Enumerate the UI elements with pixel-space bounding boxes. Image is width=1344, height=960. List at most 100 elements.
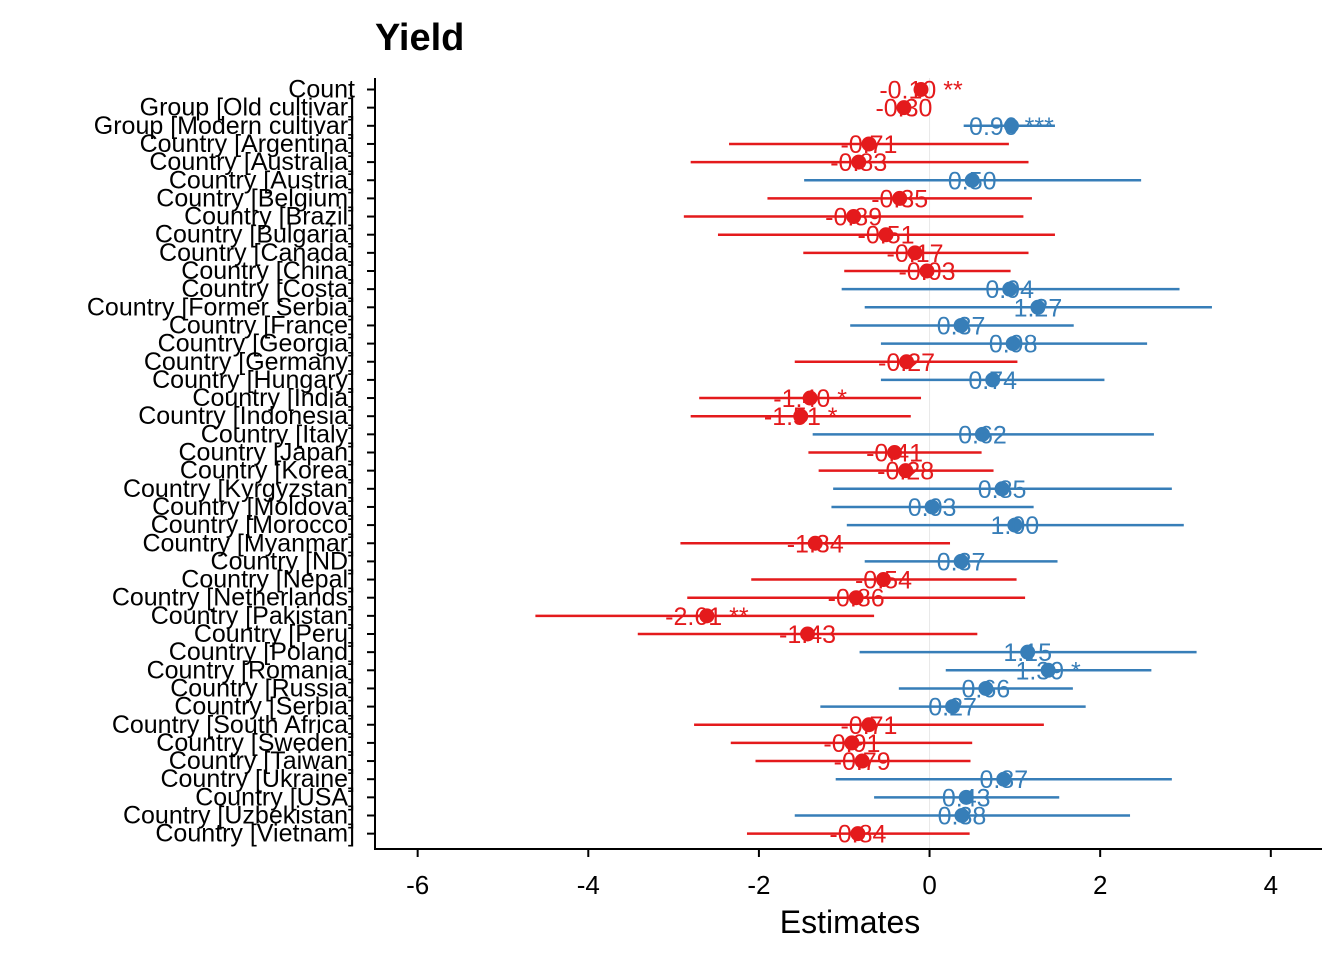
estimate-label: -0.41 (866, 440, 923, 468)
estimate-label: -0.51 (858, 222, 915, 250)
estimate-label: 0.62 (958, 421, 1007, 449)
y-tick-label: Country [USA] (195, 783, 355, 811)
estimate-point (699, 608, 715, 624)
estimate-label: -0.30 (875, 95, 932, 123)
estimate-point (793, 408, 809, 424)
estimate-label: 0.94 (985, 276, 1034, 304)
y-tick-label: Country [Ukraine] (160, 765, 355, 793)
estimate-label: 1.00 (991, 512, 1040, 540)
estimate-label: 0.38 (938, 803, 987, 831)
y-tick-label: Group [Old cultivar] (140, 94, 355, 122)
y-tick-label: Country [South Africa] (112, 711, 355, 739)
estimate-point (899, 354, 915, 370)
y-tick-label: Country [Moldova] (152, 493, 355, 521)
y-tick-label: Country [Vietnam] (155, 820, 355, 848)
estimate-point (892, 190, 908, 206)
estimate-label: -0.91 (823, 730, 880, 758)
y-tick-label: Country [Costa] (181, 275, 355, 303)
x-tick-label: 0 (922, 870, 936, 900)
y-tick-label: Country [Belgium] (156, 184, 355, 212)
estimate-label: 0.96 *** (969, 113, 1054, 141)
y-tick-label: Country [China] (181, 257, 355, 285)
estimate-label: -0.03 (898, 258, 955, 286)
y-tick-label: Count (288, 76, 355, 104)
y-tick-label: Country [Romania] (147, 656, 355, 684)
estimate-point (898, 463, 914, 479)
estimate-point (844, 735, 860, 751)
estimate-point (861, 136, 877, 152)
estimate-point (896, 100, 912, 116)
estimate-label: -0.71 (840, 712, 897, 740)
estimate-label: -0.35 (871, 185, 928, 213)
y-tick-label: Country [Argentina] (140, 130, 355, 158)
estimate-point (800, 626, 816, 642)
estimate-point (875, 572, 891, 588)
estimate-point (1007, 517, 1023, 533)
estimate-point (1020, 644, 1036, 660)
estimate-point (1002, 281, 1018, 297)
y-tick-label: Country [Taiwan] (169, 747, 355, 775)
estimate-label: -0.28 (877, 458, 934, 486)
estimate-label: -0.17 (887, 240, 944, 268)
y-tick-label: Country [India] (192, 384, 355, 412)
estimate-label: 1.15 (1003, 639, 1052, 667)
estimate-point (1040, 662, 1056, 678)
estimate-label: 0.43 (942, 784, 991, 812)
x-axis-title: Estimates (780, 904, 920, 940)
y-tick-label: Country [Russia] (170, 674, 355, 702)
estimate-label: 0.66 (962, 675, 1011, 703)
estimate-label: -0.83 (830, 149, 887, 177)
estimate-label: -0.84 (829, 821, 886, 849)
y-tick-label: Country [Uzbekistan] (123, 802, 355, 830)
estimate-label: -0.54 (855, 567, 912, 595)
y-tick-label: Group [Modern cultivar] (94, 112, 355, 140)
y-tick-label: Country [Serbia] (174, 693, 355, 721)
estimate-label: -0.79 (834, 748, 891, 776)
estimate-point (878, 227, 894, 243)
estimate-point (854, 753, 870, 769)
estimate-point (802, 390, 818, 406)
estimate-point (953, 317, 969, 333)
estimate-point (978, 680, 994, 696)
estimate-point (907, 245, 923, 261)
estimate-point (985, 372, 1001, 388)
y-tick-label: Country [Netherlands] (112, 584, 355, 612)
estimate-point (848, 590, 864, 606)
estimate-label: -1.51 * (764, 403, 838, 431)
estimate-point (887, 445, 903, 460)
y-tick-label: Country [France] (169, 311, 355, 339)
estimate-label: -0.71 (840, 131, 897, 159)
estimate-label: -1.34 (787, 530, 844, 558)
estimate-label: 0.98 (989, 331, 1038, 359)
y-tick-label: Country [Sweden] (156, 729, 355, 757)
estimate-label: 0.85 (978, 476, 1027, 504)
y-tick-label: Country [Morocco] (151, 511, 355, 539)
estimate-label: 0.27 (928, 694, 977, 722)
y-tick-label: Country [Hungary] (152, 366, 355, 394)
estimate-point (954, 808, 970, 823)
estimate-label: -0.86 (828, 585, 885, 613)
estimate-point (850, 826, 866, 842)
estimate-label: 1.39 * (1015, 657, 1081, 685)
estimate-label: 0.50 (948, 167, 997, 195)
estimate-point (919, 263, 935, 279)
plot-area: -6 -4 -2 0 2 4 Count -0.10 ** Group [Old cultiva… (87, 76, 1322, 900)
estimate-point (996, 771, 1012, 787)
estimate-label: -0.27 (878, 349, 935, 377)
estimate-point (851, 154, 867, 170)
estimate-point (1003, 118, 1019, 134)
estimate-label: -0.10 ** (879, 77, 963, 105)
estimate-point (974, 426, 990, 442)
x-tick-label: -4 (577, 870, 600, 900)
y-tick-label: Country [Former Serbia] (87, 293, 355, 321)
x-tick-label: -6 (406, 870, 429, 900)
estimate-point (807, 535, 823, 551)
y-tick-label: Country [Italy] (201, 420, 355, 448)
y-tick-label: Country [Canada] (159, 239, 355, 267)
estimate-point (994, 481, 1010, 497)
y-tick-label: Country [Bulgaria] (155, 221, 355, 249)
estimate-point (861, 717, 877, 733)
estimate-point (945, 699, 961, 715)
y-tick-label: Country [Myanmar] (142, 529, 355, 557)
